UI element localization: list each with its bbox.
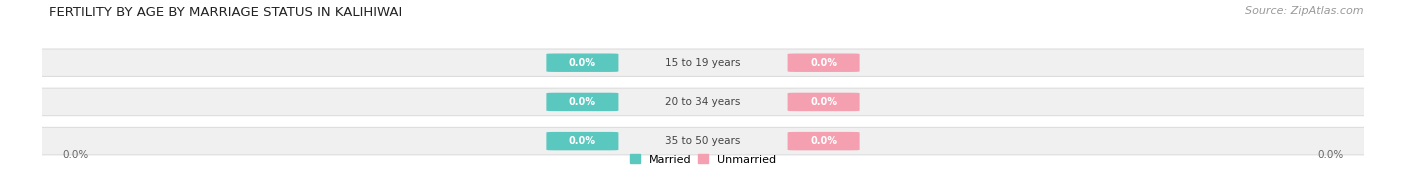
FancyBboxPatch shape [787,93,859,111]
FancyBboxPatch shape [15,88,1391,116]
FancyBboxPatch shape [15,127,1391,155]
FancyBboxPatch shape [787,132,859,150]
FancyBboxPatch shape [787,54,859,72]
Text: 20 to 34 years: 20 to 34 years [665,97,741,107]
Text: 0.0%: 0.0% [810,136,837,146]
Text: 0.0%: 0.0% [569,136,596,146]
Text: 0.0%: 0.0% [1317,150,1344,160]
Text: 15 to 19 years: 15 to 19 years [665,58,741,68]
Text: 0.0%: 0.0% [62,150,89,160]
FancyBboxPatch shape [547,132,619,150]
FancyBboxPatch shape [547,93,619,111]
Text: 0.0%: 0.0% [810,58,837,68]
Text: 35 to 50 years: 35 to 50 years [665,136,741,146]
FancyBboxPatch shape [547,54,619,72]
Text: FERTILITY BY AGE BY MARRIAGE STATUS IN KALIHIWAI: FERTILITY BY AGE BY MARRIAGE STATUS IN K… [49,6,402,19]
Text: Source: ZipAtlas.com: Source: ZipAtlas.com [1246,6,1364,16]
Text: 0.0%: 0.0% [569,97,596,107]
Text: 0.0%: 0.0% [810,97,837,107]
Text: 0.0%: 0.0% [569,58,596,68]
Legend: Married, Unmarried: Married, Unmarried [630,154,776,165]
FancyBboxPatch shape [15,49,1391,76]
